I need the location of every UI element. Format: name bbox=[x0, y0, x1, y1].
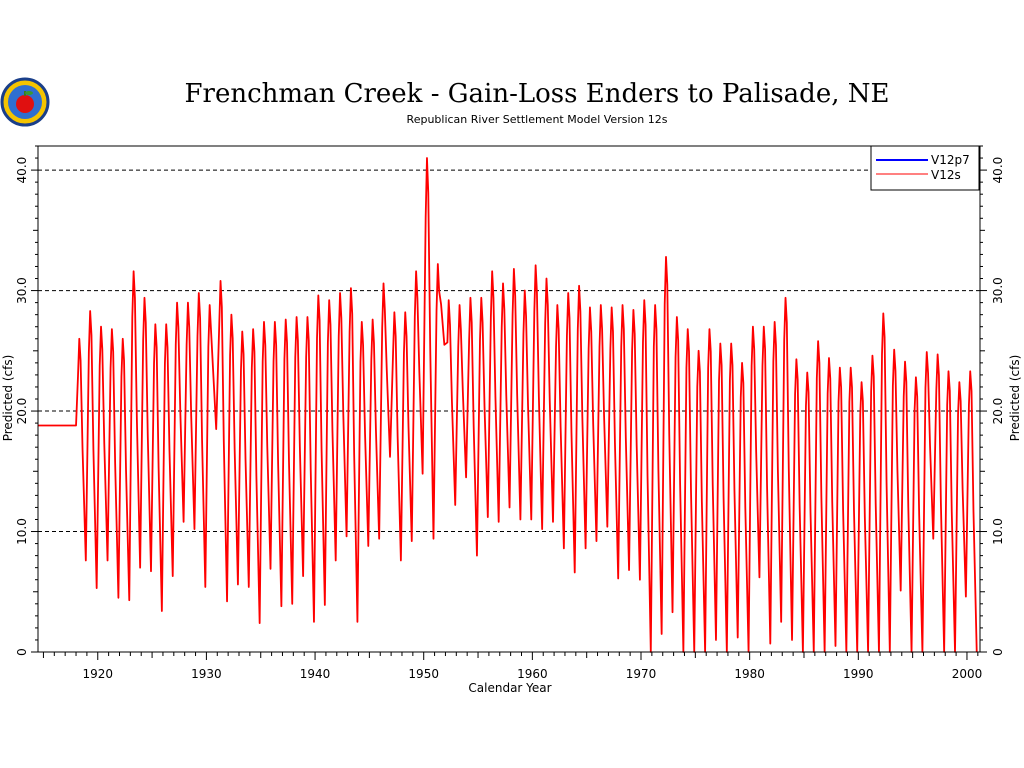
y-tick-label-left-20.0: 20.0 bbox=[15, 398, 29, 425]
legend-box bbox=[870, 145, 980, 191]
legend-label-v12p7: V12p7 bbox=[931, 153, 970, 167]
chart-title: Frenchman Creek - Gain-Loss Enders to Pa… bbox=[185, 79, 890, 109]
y-tick-label-left-30.0: 30.0 bbox=[15, 277, 29, 304]
x-tick-label-1970: 1970 bbox=[626, 667, 657, 681]
y-axis-label-left: Predicted (cfs) bbox=[1, 355, 15, 442]
y-tick-label-right-40.0: 40.0 bbox=[991, 157, 1005, 184]
x-tick-label-1960: 1960 bbox=[517, 667, 548, 681]
x-tick-label-1920: 1920 bbox=[82, 667, 113, 681]
x-tick-label-2000: 2000 bbox=[952, 667, 983, 681]
x-tick-label-1940: 1940 bbox=[300, 667, 331, 681]
series-layer bbox=[38, 157, 978, 653]
agency-logo-icon bbox=[0, 77, 50, 127]
series-line-v12s bbox=[38, 157, 978, 653]
y-tick-label-left-10.0: 10.0 bbox=[15, 518, 29, 545]
y-tick-label-left-40.0: 40.0 bbox=[15, 157, 29, 184]
y-axis-left: 0 10.0 20.0 30.0 40.0 bbox=[15, 145, 38, 656]
y-tick-label-right-0: 0 bbox=[991, 648, 1005, 656]
x-tick-label-1930: 1930 bbox=[191, 667, 222, 681]
x-axis: 1920 1930 1940 1950 1960 1970 1980 1990 2000 bbox=[42, 652, 983, 681]
y-tick-label-right-30.0: 30.0 bbox=[991, 277, 1005, 304]
y-axis-right: 0 10.0 20.0 30.0 40.0 bbox=[980, 145, 1005, 656]
x-axis-label: Calendar Year bbox=[468, 681, 551, 695]
legend: V12p7 V12s bbox=[870, 145, 980, 191]
x-tick-label-1990: 1990 bbox=[843, 667, 874, 681]
y-tick-label-right-20.0: 20.0 bbox=[991, 398, 1005, 425]
y-tick-label-left-0: 0 bbox=[15, 648, 29, 656]
chart-subtitle: Republican River Settlement Model Versio… bbox=[407, 113, 668, 126]
legend-label-v12s: V12s bbox=[931, 168, 961, 182]
x-tick-label-1950: 1950 bbox=[408, 667, 439, 681]
y-tick-label-right-10.0: 10.0 bbox=[991, 518, 1005, 545]
y-axis-label-right: Predicted (cfs) bbox=[1008, 355, 1022, 442]
x-tick-label-1980: 1980 bbox=[734, 667, 765, 681]
